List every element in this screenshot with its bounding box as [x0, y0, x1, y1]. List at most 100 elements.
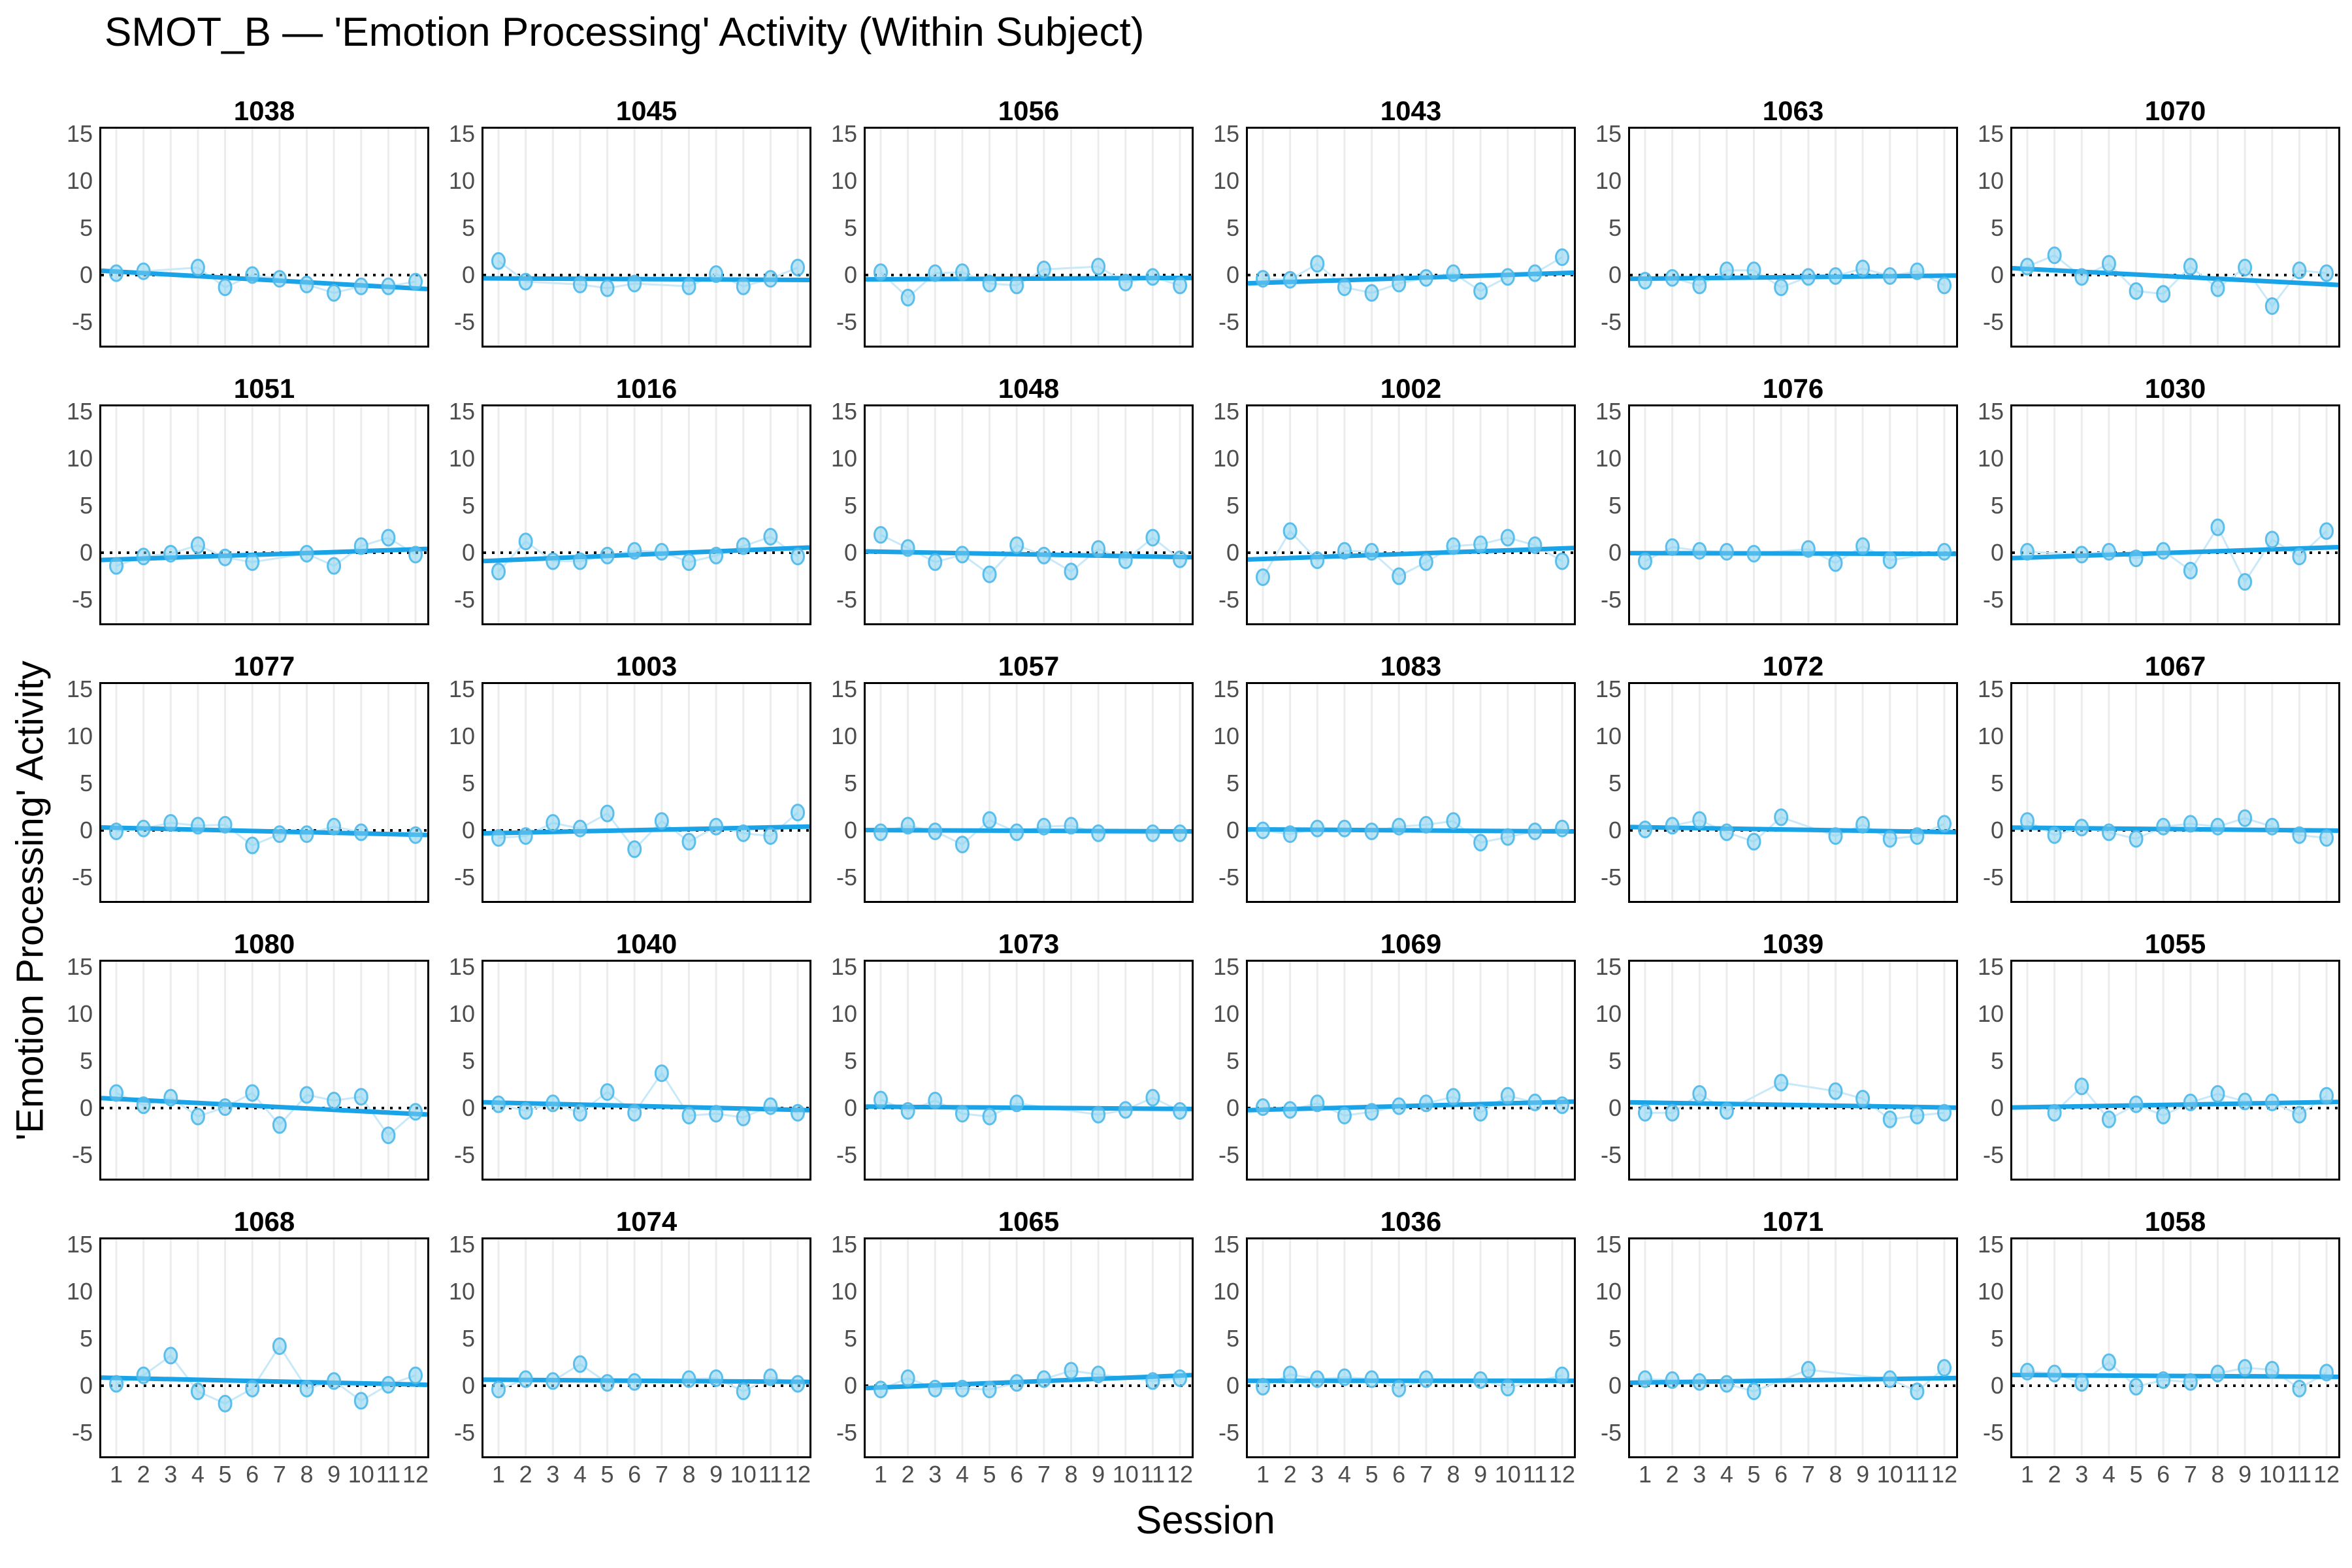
data-point	[1091, 1105, 1106, 1124]
y-tick-label: 10	[1595, 1278, 1622, 1305]
y-tick-label: 0	[1990, 539, 2004, 566]
x-tick-label: 10	[730, 1461, 757, 1488]
x-tick-label: 12	[1167, 1461, 1194, 1488]
facet-plot	[2010, 404, 2340, 625]
y-tick-label: -5	[1218, 586, 1239, 613]
trend-line	[483, 1100, 810, 1113]
x-tick-label: 1	[109, 1461, 123, 1488]
x-tick-label: 8	[300, 1461, 314, 1488]
facet-plot	[482, 404, 811, 625]
facet-panel: 1083 15 10 5 0 -5	[1205, 653, 1588, 903]
data-point	[2238, 1359, 2253, 1377]
data-point	[1828, 267, 1843, 285]
data-point	[1145, 529, 1160, 547]
x-tick-label: 4	[1337, 1461, 1351, 1488]
data-point	[2319, 1364, 2334, 1382]
data-point	[1500, 1379, 1515, 1397]
y-tick-label: 5	[461, 1325, 475, 1352]
trend-line	[865, 828, 1192, 834]
y-tick-label: 15	[1213, 953, 1239, 980]
x-tick-label: 2	[519, 1461, 532, 1488]
x-tick-label: 4	[1720, 1461, 1733, 1488]
data-point	[1364, 284, 1379, 302]
data-point	[1500, 1086, 1515, 1105]
data-point	[109, 557, 123, 575]
data-point	[1473, 1103, 1488, 1122]
data-point	[1527, 536, 1543, 554]
panel-border	[864, 127, 1194, 348]
data-point	[1774, 808, 1789, 826]
data-point	[1719, 543, 1734, 561]
y-tick-label: 0	[1608, 539, 1622, 566]
facet-panel: 1076 15 10 5 0 -5	[1588, 375, 1970, 625]
data-point	[2020, 1362, 2034, 1380]
data-point	[2210, 1364, 2225, 1382]
y-tick-label: 10	[66, 723, 93, 749]
data-point	[1392, 274, 1407, 293]
facet-plot	[1628, 960, 1958, 1181]
data-point	[654, 812, 669, 830]
data-point	[408, 546, 423, 564]
data-point	[2238, 258, 2253, 276]
data-point	[1446, 264, 1461, 282]
data-point	[1638, 1103, 1652, 1122]
data-point	[190, 258, 205, 276]
y-tick-label: 10	[1977, 445, 2004, 472]
data-point	[1692, 1373, 1707, 1391]
data-point	[1173, 1369, 1188, 1387]
trend-line	[483, 824, 810, 836]
y-tick-label: 10	[830, 167, 857, 194]
data-point	[1173, 1102, 1188, 1120]
y-tick-label: -5	[1982, 864, 2004, 890]
data-point	[874, 1090, 888, 1109]
facet-plot	[2010, 1237, 2340, 1458]
data-point	[408, 1366, 423, 1384]
facet-panel: 1072 15 10 5 0 -5	[1588, 653, 1970, 903]
data-point	[2156, 817, 2171, 836]
data-point	[2129, 282, 2144, 300]
facet-title: 1051	[233, 373, 295, 404]
data-point	[736, 824, 751, 842]
facet-title: 1038	[233, 95, 295, 126]
data-point	[136, 1366, 151, 1384]
y-tick-label: 15	[66, 676, 93, 702]
y-tick-label: 10	[66, 445, 93, 472]
panel-border	[864, 682, 1194, 903]
data-point	[982, 811, 997, 829]
y-tick-label: 15	[448, 1231, 475, 1258]
data-point	[2183, 1373, 2198, 1391]
y-tick-label: 10	[448, 1278, 475, 1305]
facet-plot	[864, 960, 1194, 1181]
data-point	[1446, 812, 1461, 830]
y-tick-label: 10	[1213, 723, 1239, 749]
y-tick-label: 5	[1990, 770, 2004, 796]
data-point	[2264, 297, 2279, 316]
x-tick-label: 9	[327, 1461, 341, 1488]
data-point	[1937, 1103, 1952, 1122]
data-point	[1719, 1375, 1734, 1393]
y-tick-label: -5	[1600, 864, 1622, 890]
data-point	[190, 817, 205, 835]
x-tick-label: 10	[1494, 1461, 1521, 1488]
data-point	[1828, 827, 1843, 845]
facet-plot	[99, 404, 429, 625]
y-tick-labels: 15 10 5 0 -5	[1588, 398, 1628, 625]
y-tick-label: -5	[1982, 1419, 2004, 1446]
data-point	[709, 1105, 724, 1123]
y-tick-label: 5	[1608, 1047, 1622, 1074]
data-point	[709, 817, 724, 836]
data-point	[627, 840, 642, 858]
data-point	[2319, 264, 2334, 282]
figure-title: SMOT_B — 'Emotion Processing' Activity (…	[105, 10, 1145, 55]
data-point	[1418, 1370, 1433, 1388]
y-tick-label: 15	[1595, 120, 1622, 147]
y-tick-label: 15	[1213, 120, 1239, 147]
x-tick-label: 11	[2287, 1461, 2312, 1488]
data-point	[218, 548, 233, 566]
facet-title: 1045	[615, 95, 678, 126]
facet-plot	[482, 682, 811, 903]
x-tick-label: 6	[1774, 1461, 1788, 1488]
x-tick-label: 6	[246, 1461, 259, 1488]
data-point	[1310, 1370, 1325, 1388]
